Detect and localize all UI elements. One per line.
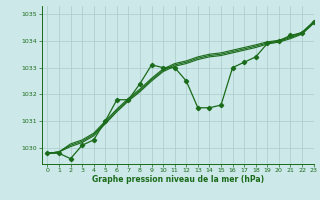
- X-axis label: Graphe pression niveau de la mer (hPa): Graphe pression niveau de la mer (hPa): [92, 175, 264, 184]
